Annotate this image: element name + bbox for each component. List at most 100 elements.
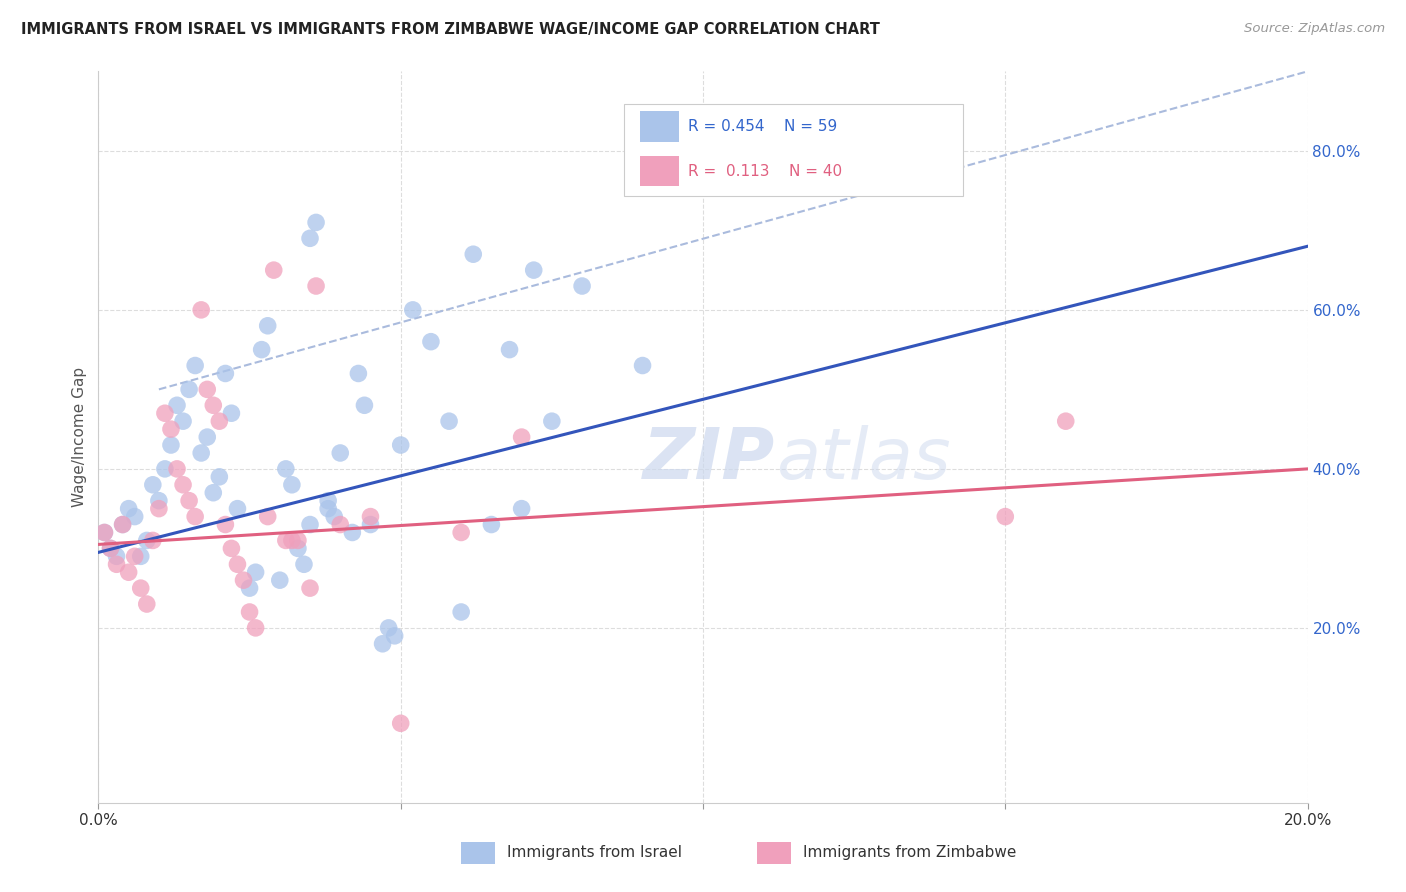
- Point: [239, 605, 262, 619]
- Point: [202, 398, 225, 412]
- Point: [377, 621, 399, 635]
- Point: [148, 501, 170, 516]
- Point: [631, 359, 654, 373]
- Point: [1054, 414, 1077, 428]
- Point: [274, 462, 297, 476]
- Point: [214, 517, 236, 532]
- Point: [202, 485, 225, 500]
- Point: [232, 573, 254, 587]
- Point: [389, 438, 412, 452]
- Point: [190, 446, 212, 460]
- Point: [256, 509, 278, 524]
- Point: [111, 517, 134, 532]
- Point: [124, 509, 146, 524]
- Text: ZIP: ZIP: [644, 425, 776, 493]
- Point: [166, 462, 188, 476]
- Point: [118, 501, 141, 516]
- Point: [160, 422, 183, 436]
- Point: [384, 629, 406, 643]
- Bar: [640, 112, 679, 142]
- Point: [450, 525, 472, 540]
- Text: R = 0.454    N = 59: R = 0.454 N = 59: [689, 120, 838, 135]
- Point: [360, 517, 382, 532]
- Point: [129, 549, 152, 564]
- Point: [316, 501, 339, 516]
- Point: [299, 517, 322, 532]
- Point: [481, 517, 503, 532]
- Point: [226, 501, 249, 516]
- Point: [281, 533, 304, 548]
- Point: [214, 367, 236, 381]
- Text: Immigrants from Zimbabwe: Immigrants from Zimbabwe: [803, 845, 1017, 860]
- Point: [299, 231, 322, 245]
- Point: [148, 493, 170, 508]
- Point: [287, 541, 309, 556]
- Point: [100, 541, 122, 556]
- Point: [172, 477, 194, 491]
- Point: [190, 302, 212, 317]
- Point: [323, 509, 346, 524]
- Point: [245, 566, 267, 580]
- FancyBboxPatch shape: [624, 104, 963, 195]
- Point: [179, 383, 201, 397]
- Point: [450, 605, 472, 619]
- Point: [208, 470, 231, 484]
- Point: [105, 549, 128, 564]
- Point: [360, 509, 382, 524]
- Point: [523, 263, 546, 277]
- Point: [118, 566, 141, 580]
- Point: [250, 343, 273, 357]
- Point: [142, 477, 165, 491]
- Point: [510, 430, 533, 444]
- Point: [292, 558, 315, 572]
- Y-axis label: Wage/Income Gap: Wage/Income Gap: [72, 367, 87, 508]
- Point: [329, 446, 352, 460]
- Point: [184, 359, 207, 373]
- Point: [420, 334, 443, 349]
- Point: [305, 279, 328, 293]
- Point: [316, 493, 339, 508]
- Point: [184, 509, 207, 524]
- Point: [93, 525, 115, 540]
- Point: [305, 215, 328, 229]
- Point: [389, 716, 412, 731]
- Bar: [758, 841, 792, 863]
- Text: atlas: atlas: [776, 425, 950, 493]
- Point: [245, 621, 267, 635]
- Point: [329, 517, 352, 532]
- Point: [994, 509, 1017, 524]
- Point: [281, 477, 304, 491]
- Bar: [461, 841, 495, 863]
- Point: [135, 533, 157, 548]
- Point: [195, 383, 218, 397]
- Point: [269, 573, 291, 587]
- Point: [208, 414, 231, 428]
- Point: [179, 493, 201, 508]
- Point: [160, 438, 183, 452]
- Point: [142, 533, 165, 548]
- Text: Source: ZipAtlas.com: Source: ZipAtlas.com: [1244, 22, 1385, 36]
- Point: [274, 533, 297, 548]
- Text: IMMIGRANTS FROM ISRAEL VS IMMIGRANTS FROM ZIMBABWE WAGE/INCOME GAP CORRELATION C: IMMIGRANTS FROM ISRAEL VS IMMIGRANTS FRO…: [21, 22, 880, 37]
- Point: [371, 637, 394, 651]
- Point: [172, 414, 194, 428]
- Point: [463, 247, 485, 261]
- Point: [353, 398, 375, 412]
- Point: [540, 414, 562, 428]
- Point: [195, 430, 218, 444]
- Point: [342, 525, 364, 540]
- Point: [263, 263, 285, 277]
- Point: [221, 541, 243, 556]
- Point: [498, 343, 520, 357]
- Point: [100, 541, 122, 556]
- Point: [437, 414, 460, 428]
- Point: [111, 517, 134, 532]
- Text: R =  0.113    N = 40: R = 0.113 N = 40: [689, 163, 842, 178]
- Point: [239, 581, 262, 595]
- Point: [287, 533, 309, 548]
- Point: [510, 501, 533, 516]
- Point: [226, 558, 249, 572]
- Point: [93, 525, 115, 540]
- Point: [221, 406, 243, 420]
- Point: [105, 558, 128, 572]
